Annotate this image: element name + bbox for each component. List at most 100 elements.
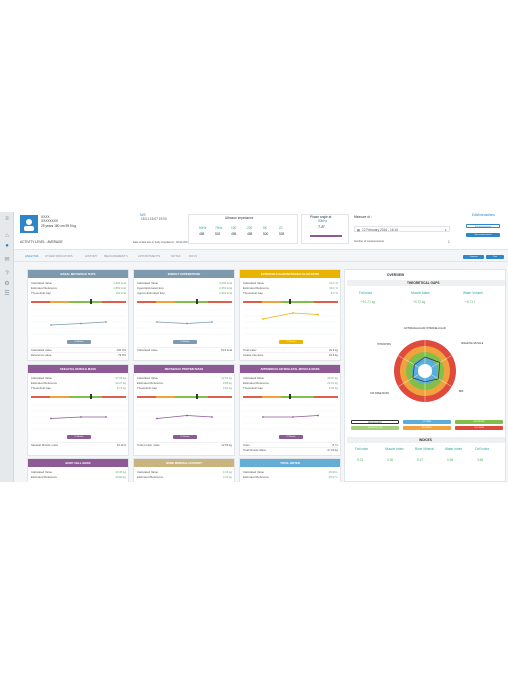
metric-card: BASAL METABOLIC RATE Calculated Value 1,99… xyxy=(27,269,129,361)
card-row: Theoretical Gap 5.72 kg xyxy=(31,386,126,390)
gap-label: Muscle Mass xyxy=(411,291,430,295)
card-row-value: 42.89 kg xyxy=(115,475,126,479)
months-button[interactable]: 12 Months xyxy=(67,340,91,344)
range-marker xyxy=(195,394,198,399)
trend-point xyxy=(186,322,188,325)
range-marker xyxy=(288,394,291,399)
card-row-label: Calculated Value xyxy=(243,376,264,380)
metric-card: SKELETAL MUSCLE MASS Calculated Value 37.9… xyxy=(27,364,129,456)
tab-analysis[interactable]: ANALYSIS xyxy=(25,254,39,258)
tab-history[interactable]: HISTORY xyxy=(85,254,98,258)
measure-date-select[interactable]: ▦ 12 February 2016 - 16:16 ▾ xyxy=(354,226,450,232)
months-button[interactable]: 12 Months xyxy=(67,435,91,439)
ultrason-col-value: 502 xyxy=(215,232,221,236)
patients-icon[interactable]: ● xyxy=(5,243,9,249)
card-footer-value: 19.8 kg xyxy=(328,353,338,357)
trend-point xyxy=(292,416,294,418)
card-row-label: Estimated Reference xyxy=(137,381,164,385)
ultrason-col-value: 498 xyxy=(199,232,205,236)
card-row: Theoretical Gap 6.06 kg xyxy=(243,386,338,390)
help-icon[interactable]: ? xyxy=(5,271,9,277)
card-row-label: Calculated Value xyxy=(31,470,52,474)
card-row-value: 6.06 kg xyxy=(328,386,338,390)
card-row-label: Estimated Reference xyxy=(243,381,270,385)
months-button[interactable]: 12 Months xyxy=(173,340,197,344)
avatar xyxy=(20,215,38,233)
gap-value: +5.72 kg xyxy=(413,300,426,304)
months-button[interactable]: 12 Months xyxy=(173,435,197,439)
compare-button[interactable]: Compare xyxy=(463,255,484,259)
trend-chart xyxy=(31,404,126,430)
edit-link[interactable]: Edit/Interactions xyxy=(472,213,495,217)
index-value: 5.21 xyxy=(357,458,364,462)
card-row: Estimated Reference 9.88 kg xyxy=(137,381,232,385)
card-row-label: Calculated Value xyxy=(31,376,52,380)
card-row-label: Estimated Reference xyxy=(31,286,58,290)
card-footer-row: Calculated value 100.0% xyxy=(31,347,126,352)
card-row-label: Ingest Estimated Exp. xyxy=(137,286,165,290)
tab-docs[interactable]: DOCS xyxy=(189,254,198,258)
card-row-value: 2,953 kcal xyxy=(219,291,232,295)
card-row-label: Calculated Value xyxy=(137,376,158,380)
card-row-label: Calculated Value xyxy=(137,281,158,285)
months-button[interactable]: 12 Months xyxy=(279,340,303,344)
card-row-value: 100 kcal xyxy=(115,291,126,295)
card-footer-row: Total Muscle Mass 37.09 kg xyxy=(243,447,338,452)
range-scale xyxy=(243,396,338,398)
card-footer-value: 29.9 kg xyxy=(328,348,338,352)
trend-line xyxy=(156,321,213,324)
new-measurement-button[interactable]: New measurement xyxy=(466,233,500,237)
card-row: Estimated Reference 24.01 kg xyxy=(243,381,338,385)
measure-count: 1 xyxy=(448,240,450,244)
tab-appointments[interactable]: APPOINTMENTS xyxy=(138,254,161,258)
phase-title: Phase angle at xyxy=(310,215,332,219)
print-button[interactable]: Print xyxy=(486,255,504,259)
measure-count-label: Number of measurements xyxy=(354,240,384,243)
menu-icon[interactable]: ≡ xyxy=(5,216,9,222)
home-icon[interactable]: ⌂ xyxy=(5,233,9,239)
card-row: Estimated Reference 32.27 kg xyxy=(31,381,126,385)
card-row-label: Approx Estimated Exp. xyxy=(137,291,166,295)
card-footer-value: 37.09 kg xyxy=(327,448,338,452)
edit-measurement-button[interactable]: Edit measurement xyxy=(466,224,500,228)
card-footer-row: Ctrade Intensive 19.8 kg xyxy=(243,352,338,357)
months-button[interactable]: 12 Months xyxy=(279,435,303,439)
trend-chart xyxy=(243,404,338,430)
index-label: Cell Index xyxy=(475,447,490,451)
gap-label: Fat mass xyxy=(359,291,373,295)
patient-header: XXXX XXXXXXXX 29 years 180 cm 99.9 kg AC… xyxy=(14,212,508,250)
list-icon[interactable]: ☰ xyxy=(4,291,10,297)
metric-card: METABOLIC PROTEIN MASS Calculated Value 12… xyxy=(133,364,235,456)
mail-icon[interactable]: ✉ xyxy=(4,257,10,263)
user-icon xyxy=(24,219,34,231)
tab-measurements[interactable]: MEASUREMENTS xyxy=(104,254,128,258)
card-row-value: 37.99 kg xyxy=(115,376,126,380)
card-row-value: 45.07 L xyxy=(328,475,338,479)
trend-point xyxy=(186,414,188,417)
card-title: BODY CELL MASS xyxy=(28,459,128,467)
patient-surname: XXXXXXXX xyxy=(41,219,59,223)
card-row-value: 12.51 kg xyxy=(221,376,232,380)
tab-other-indicators[interactable]: OTHER INDICATORS xyxy=(45,254,73,258)
index-value: 0.96 xyxy=(447,458,454,462)
card-row-value: 43.45 kg xyxy=(115,470,126,474)
trend-point xyxy=(156,417,158,420)
radar-axis-label: HYDRATION xyxy=(377,343,391,346)
card-row: Estimated Reference 3.24 kg xyxy=(137,475,232,479)
trend-point xyxy=(50,417,52,420)
radar-axis xyxy=(398,355,426,372)
radar-axis xyxy=(398,370,426,387)
radar-axis-label: SKELETAL MUSCLE MASS xyxy=(461,342,483,345)
card-footer-row: Skeletal Muscle mass 33.11% xyxy=(31,442,126,447)
index-label: Fat index xyxy=(355,447,369,451)
range-marker xyxy=(89,299,92,304)
settings-icon[interactable]: ⚙ xyxy=(4,281,10,287)
card-row-label: Estimated Reference xyxy=(31,381,58,385)
card-row: Estimated Reference 45.07 L xyxy=(243,475,338,479)
tab-notes[interactable]: NOTES xyxy=(171,254,181,258)
card-footer-label: Index xyxy=(243,443,250,447)
trend-point xyxy=(80,416,82,418)
ultrason-title: Ultrason impedance xyxy=(225,216,254,220)
gap-label: Water Volume xyxy=(463,291,483,295)
card-title: BONE MINERAL CONTENT xyxy=(134,459,234,467)
